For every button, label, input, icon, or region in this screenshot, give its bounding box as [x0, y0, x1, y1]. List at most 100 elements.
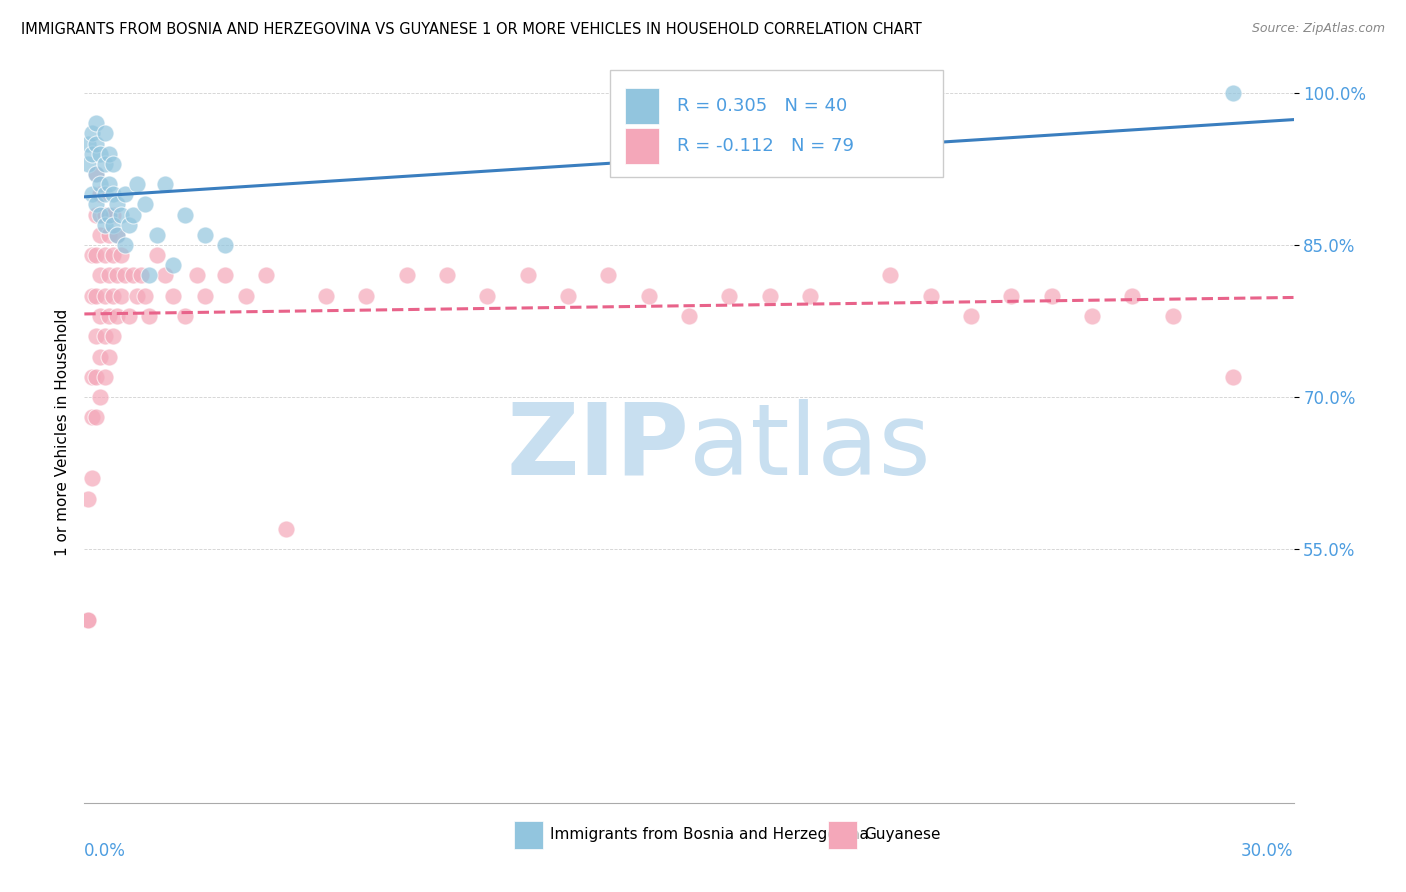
Point [89, 177, 111, 191]
Point [799, 289, 821, 303]
Point [82, 410, 104, 425]
Point [93, 369, 115, 384]
Point [477, 289, 499, 303]
Point [97, 227, 120, 242]
Point [89, 146, 111, 161]
Point [86, 167, 108, 181]
Point [93, 157, 115, 171]
Point [121, 268, 143, 283]
Point [93, 208, 115, 222]
Point [82, 289, 104, 303]
Point [214, 268, 236, 283]
Point [77, 613, 100, 627]
Y-axis label: 1 or more Vehicles in Household: 1 or more Vehicles in Household [55, 309, 70, 557]
Point [93, 218, 115, 232]
Point [93, 187, 115, 202]
Point [254, 268, 277, 283]
Point [82, 146, 104, 161]
Point [93, 248, 115, 262]
Point [125, 289, 148, 303]
Point [101, 157, 124, 171]
Text: IMMIGRANTS FROM BOSNIA AND HERZEGOVINA VS GUYANESE 1 OR MORE VEHICLES IN HOUSEHO: IMMIGRANTS FROM BOSNIA AND HERZEGOVINA V… [21, 22, 922, 37]
Point [162, 258, 184, 272]
Point [1222, 369, 1244, 384]
Text: R = -0.112   N = 79: R = -0.112 N = 79 [676, 137, 853, 155]
Point [86, 116, 108, 130]
Point [1161, 309, 1184, 323]
Point [598, 268, 620, 283]
Point [718, 289, 741, 303]
Point [82, 248, 104, 262]
Point [153, 268, 176, 283]
Point [146, 248, 169, 262]
Point [194, 289, 217, 303]
Point [86, 369, 108, 384]
Point [105, 227, 128, 242]
Point [101, 218, 124, 232]
Point [235, 289, 257, 303]
Point [920, 289, 942, 303]
Point [114, 187, 136, 202]
Point [174, 208, 197, 222]
Point [97, 208, 120, 222]
Point [101, 187, 124, 202]
Point [1121, 289, 1143, 303]
Point [121, 208, 143, 222]
Point [186, 268, 208, 283]
Text: R = 0.305   N = 40: R = 0.305 N = 40 [676, 97, 846, 115]
Point [174, 309, 197, 323]
Point [162, 289, 184, 303]
Point [82, 127, 104, 141]
Point [125, 177, 148, 191]
Point [637, 289, 659, 303]
Point [77, 613, 100, 627]
Point [194, 227, 217, 242]
Point [77, 491, 100, 506]
Text: atlas: atlas [689, 399, 931, 496]
Point [86, 167, 108, 181]
Point [86, 329, 108, 343]
Point [105, 268, 128, 283]
FancyBboxPatch shape [624, 88, 659, 124]
Point [89, 227, 111, 242]
Point [86, 197, 108, 211]
Point [86, 208, 108, 222]
Point [146, 227, 169, 242]
Point [105, 197, 128, 211]
FancyBboxPatch shape [828, 821, 858, 848]
Text: 30.0%: 30.0% [1241, 842, 1294, 860]
Text: ZIP: ZIP [506, 399, 689, 496]
Point [110, 208, 132, 222]
Point [557, 289, 579, 303]
Point [93, 127, 115, 141]
Point [101, 329, 124, 343]
Point [89, 309, 111, 323]
Point [77, 157, 100, 171]
FancyBboxPatch shape [610, 70, 943, 178]
Point [89, 208, 111, 222]
Point [138, 268, 160, 283]
Point [138, 309, 160, 323]
Point [118, 218, 141, 232]
Text: Guyanese: Guyanese [865, 827, 941, 842]
Point [82, 471, 104, 485]
Point [105, 309, 128, 323]
Point [101, 289, 124, 303]
Text: Source: ZipAtlas.com: Source: ZipAtlas.com [1251, 22, 1385, 36]
Point [97, 268, 120, 283]
Point [93, 329, 115, 343]
Point [758, 289, 780, 303]
FancyBboxPatch shape [624, 128, 659, 164]
Point [879, 268, 901, 283]
Point [118, 309, 141, 323]
Point [82, 369, 104, 384]
Text: 0.0%: 0.0% [84, 842, 127, 860]
Point [153, 177, 176, 191]
Point [516, 268, 538, 283]
Point [97, 177, 120, 191]
Point [214, 238, 236, 252]
Point [89, 187, 111, 202]
Point [315, 289, 337, 303]
FancyBboxPatch shape [513, 821, 543, 848]
Point [1222, 86, 1244, 100]
